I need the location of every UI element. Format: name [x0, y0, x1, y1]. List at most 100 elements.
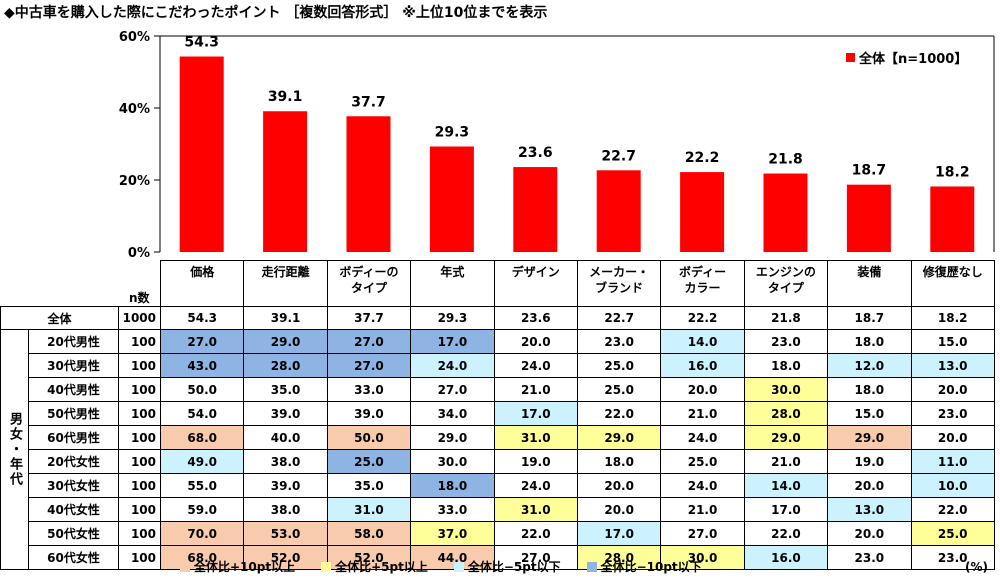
table-cell: 20.0: [493, 329, 578, 354]
table-cell: 20.0: [576, 497, 662, 522]
table-cell: 31.0: [326, 497, 412, 522]
table-cell: 19.0: [827, 449, 912, 474]
table-cell: 29.0: [576, 425, 662, 450]
table-cell: 25.0: [910, 521, 995, 546]
table-cell: 12.0: [827, 353, 912, 378]
table-cell: 24.0: [410, 353, 495, 378]
bar-value-label: 18.7: [852, 163, 887, 179]
table-cell: 25.0: [660, 449, 745, 474]
table-cell: 44.0: [410, 545, 495, 570]
table-cell: 28.0: [576, 545, 662, 570]
y-tick-label: 60%: [119, 30, 150, 45]
bar: [930, 186, 975, 252]
table-cell: 38.0: [243, 449, 328, 474]
table-cell: 21.0: [743, 449, 829, 474]
table-cell: 21.0: [660, 401, 745, 426]
highlight-legend-item: 全体比−10pt以下: [586, 558, 702, 575]
legend-label: 全体【n=1000】: [859, 52, 968, 67]
table-cell: 22.0: [743, 521, 829, 546]
row-n: 100: [118, 449, 161, 474]
row-n: 100: [118, 353, 161, 378]
table-cell: 29.3: [410, 306, 495, 330]
bar-value-label: 22.2: [685, 150, 720, 166]
table-cell: 20.0: [576, 473, 662, 498]
table-cell: 23.0: [576, 329, 662, 354]
column-header: エンジンの タイプ: [743, 260, 829, 307]
table-cell: 54.3: [159, 306, 245, 330]
table-cell: 24.0: [660, 473, 745, 498]
table-cell: 14.0: [660, 329, 745, 354]
table-cell: 31.0: [493, 497, 578, 522]
table-cell: 20.0: [660, 377, 745, 402]
group-label: 男女・年代: [0, 329, 29, 570]
bar-chart: 0% 20% 40% 60% 54.3 39.1 37.7 29.3 23.6 22.7 22.2…: [119, 30, 995, 260]
legend-label: 全体比+5pt以上: [335, 560, 428, 574]
table-cell: 23.0: [827, 545, 912, 570]
table-header-row: n数 価格 走行距離 ボディーの タイプ 年式 デザイン メーカー・ ブランド ボディー カラ…: [1, 260, 995, 307]
table-cell: 24.0: [493, 353, 578, 378]
table-cell: 25.0: [576, 353, 662, 378]
table-cell: 39.0: [243, 473, 328, 498]
legend-swatch: [453, 561, 464, 572]
table-cell: 24.0: [493, 473, 578, 498]
bar: [429, 146, 474, 252]
table-cell: 53.0: [243, 521, 328, 546]
table-cell: 21.0: [493, 377, 578, 402]
table-cell: 27.0: [410, 377, 495, 402]
total-row: 全体 1000 54.3 39.1 37.7 29.3 23.6 22.7 22.2 21.8 18…: [0, 306, 995, 330]
table-cell: 23.6: [493, 306, 578, 330]
table-cell: 31.0: [493, 425, 578, 450]
bar-value-label: 39.1: [268, 89, 303, 105]
row-label: 50代男性: [28, 401, 119, 426]
row-n: 100: [118, 545, 161, 570]
bar: [346, 116, 391, 252]
table-cell: 22.7: [576, 306, 662, 330]
row-label: 60代女性: [28, 545, 119, 570]
table-cell: 17.0: [576, 521, 662, 546]
table-cell: 11.0: [910, 449, 995, 474]
table-cell: 34.0: [410, 401, 495, 426]
table-cell: 52.0: [326, 545, 412, 570]
bar-value-label: 22.7: [601, 148, 636, 164]
column-header: 修復歴なし: [910, 260, 995, 307]
table-cell: 17.0: [743, 497, 829, 522]
table-cell: 18.0: [410, 473, 495, 498]
highlight-legend-item: 全体比−5pt以下: [453, 558, 561, 575]
table-cell: 35.0: [243, 377, 328, 402]
legend-swatch: [180, 561, 190, 572]
table-corner: [1, 261, 119, 307]
bar-value-labels: 54.3 39.1 37.7 29.3 23.6 22.7 22.2 21.8 18.7 18.2: [184, 35, 969, 181]
row-label: 全体: [0, 306, 119, 330]
table-cell: 20.0: [827, 473, 912, 498]
table-cell: 52.0: [243, 545, 328, 570]
table-cell: 37.0: [410, 521, 495, 546]
table-cell: 16.0: [743, 545, 829, 570]
bar: [596, 170, 641, 252]
table-cell: 59.0: [159, 497, 245, 522]
legend-swatch: [321, 561, 332, 572]
table-cell: 18.0: [576, 449, 662, 474]
table-cell: 39.1: [243, 306, 328, 330]
table-cell: 25.0: [326, 449, 412, 474]
table-cell: 23.0: [910, 401, 995, 426]
table-cell: 23.0: [743, 329, 829, 354]
table-cell: 13.0: [827, 497, 912, 522]
bar-series: [179, 56, 975, 253]
row-label: 40代男性: [28, 377, 119, 402]
table-cell: 29.0: [827, 425, 912, 450]
table-cell: 14.0: [743, 473, 829, 498]
table-cell: 29.0: [410, 425, 495, 450]
row-label: 40代女性: [28, 497, 119, 522]
table-cell: 22.2: [660, 306, 745, 330]
table-cell: 29.0: [743, 425, 829, 450]
highlight-legend-item: 全体比+5pt以上: [321, 558, 428, 575]
column-header: ボディーの タイプ: [326, 260, 412, 307]
table-cell: 58.0: [326, 521, 412, 546]
y-tick-label: 20%: [119, 174, 150, 189]
table-cell: 30.0: [743, 377, 829, 402]
table-cell: 18.0: [827, 377, 912, 402]
bar-value-label: 29.3: [435, 125, 470, 141]
table-cell: 22.0: [576, 401, 662, 426]
bar-value-label: 21.8: [768, 152, 803, 168]
legend-swatch: [846, 53, 855, 62]
